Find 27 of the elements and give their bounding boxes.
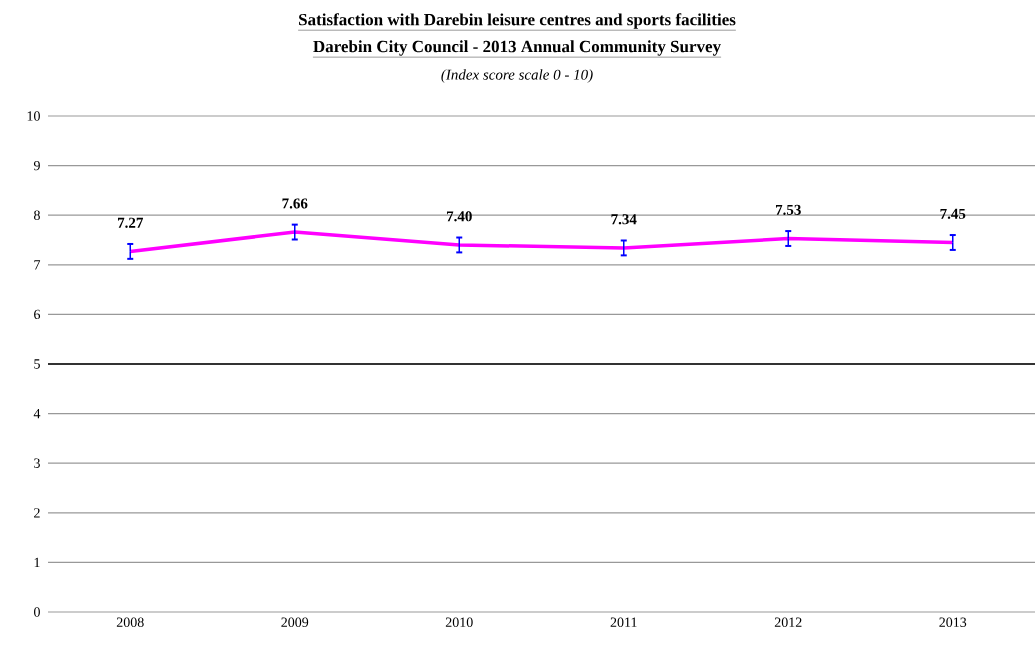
data-label: 7.34 xyxy=(611,214,637,225)
text: (Index score scale 0 - 10) xyxy=(441,69,593,83)
x-tick-label: 2010 xyxy=(445,617,473,627)
y-tick-label: 9 xyxy=(33,160,40,171)
y-tick-label: 0 xyxy=(34,607,40,617)
x-tick-label: 2009 xyxy=(281,617,309,627)
line-series xyxy=(128,230,955,254)
x-tick-label: 2012 xyxy=(774,617,802,627)
data-label: 7.40 xyxy=(446,211,472,222)
x-tick-label: 2013 xyxy=(939,617,967,627)
data-label: 7.53 xyxy=(775,204,801,215)
chart-title: Satisfaction with Darebin leisure centres and sports facilities xyxy=(299,13,736,29)
y-tick-label: 3 xyxy=(34,458,40,468)
chart-subtitle: Darebin City Council - 2013 Annual Community Survey xyxy=(313,40,721,56)
y-tick-label: 8 xyxy=(34,210,40,220)
y-tick-label: 6 xyxy=(34,309,41,320)
x-tick-label: 2011 xyxy=(610,617,637,627)
x-tick-label: 2008 xyxy=(116,617,144,627)
data-label: 7.66 xyxy=(282,198,308,209)
data-label: 7.45 xyxy=(940,208,966,219)
data-label: 7.27 xyxy=(117,217,144,228)
y-tick-label: 2 xyxy=(34,508,40,518)
y-tick-label: 4 xyxy=(33,408,41,419)
y-tick-label: 10 xyxy=(27,111,40,121)
y-tick-label: 5 xyxy=(34,359,40,369)
y-tick-label: 7 xyxy=(34,260,41,270)
y-tick-label: 1 xyxy=(34,557,40,568)
